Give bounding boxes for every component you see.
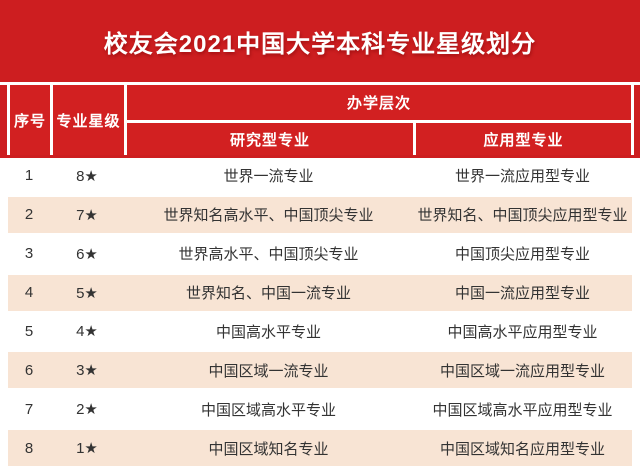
header-major-star-level: 专业星级 [53, 85, 124, 155]
cell-serial: 1 [24, 167, 34, 185]
cell-research-major: 中国高水平专业 [215, 323, 321, 341]
cell-applied-major: 世界知名、中国顶尖应用型专业 [417, 207, 628, 225]
cell-research-major: 中国区域知名专业 [208, 440, 329, 458]
cell-research-major: 世界知名、中国一流专业 [185, 285, 351, 303]
cell-serial: 8 [24, 439, 34, 457]
cell-research-major: 世界高水平、中国顶尖专业 [178, 246, 359, 264]
cell-research-major: 中国区域高水平专业 [200, 401, 336, 419]
cell-star-level: 2★ [76, 401, 98, 419]
cell-applied-major: 中国区域知名应用型专业 [439, 440, 605, 458]
table-row: 7 2★ 中国区域高水平专业 中国区域高水平应用型专业 [8, 391, 632, 427]
table-row: 1 8★ 世界一流专业 世界一流应用型专业 [8, 158, 632, 194]
cell-applied-major: 世界一流应用型专业 [454, 168, 590, 186]
cell-serial: 4 [24, 284, 34, 302]
cell-star-level: 7★ [76, 206, 98, 224]
table-row: 3 6★ 世界高水平、中国顶尖专业 中国顶尖应用型专业 [8, 236, 632, 272]
cell-serial: 3 [24, 245, 34, 263]
table-row: 8 1★ 中国区域知名专业 中国区域知名应用型专业 [8, 427, 632, 469]
title-bar: 校友会2021中国大学本科专业星级划分 [0, 0, 640, 85]
table-body: 1 8★ 世界一流专业 世界一流应用型专业 2 7★ 世界知名高水平、中国顶尖专… [8, 158, 632, 469]
table-row: 4 5★ 世界知名、中国一流专业 中国一流应用型专业 [8, 271, 632, 314]
cell-research-major: 世界知名高水平、中国顶尖专业 [163, 207, 374, 225]
cell-serial: 5 [24, 322, 34, 340]
cell-applied-major: 中国一流应用型专业 [454, 285, 590, 303]
table-row: 6 3★ 中国区域一流专业 中国区域一流应用型专业 [8, 349, 632, 392]
header-serial-number: 序号 [10, 85, 50, 155]
cell-applied-major: 中国顶尖应用型专业 [454, 246, 590, 264]
cell-serial: 7 [24, 400, 34, 418]
header-research-type-major: 研究型专业 [127, 123, 413, 155]
cell-serial: 6 [24, 361, 34, 379]
cell-star-level: 3★ [76, 362, 98, 380]
cell-star-level: 6★ [76, 245, 98, 263]
table-row: 5 4★ 中国高水平专业 中国高水平应用型专业 [8, 314, 632, 350]
cell-serial: 2 [24, 206, 34, 224]
table-row: 2 7★ 世界知名高水平、中国顶尖专业 世界知名、中国顶尖应用型专业 [8, 193, 632, 236]
cell-star-level: 8★ [76, 167, 98, 185]
cell-applied-major: 中国区域一流应用型专业 [439, 362, 605, 380]
header-education-level-group: 办学层次 [127, 85, 631, 120]
table-header: 序号 专业星级 办学层次 研究型专业 应用型专业 [7, 85, 634, 155]
cell-applied-major: 中国高水平应用型专业 [447, 323, 598, 341]
cell-applied-major: 中国区域高水平应用型专业 [432, 401, 613, 419]
red-background-band: 校友会2021中国大学本科专业星级划分 序号 专业星级 办学层次 研究型专业 应… [0, 0, 640, 158]
cell-star-level: 4★ [76, 323, 98, 341]
cell-research-major: 中国区域一流专业 [208, 362, 329, 380]
cell-star-level: 1★ [76, 440, 98, 458]
cell-star-level: 5★ [76, 284, 98, 302]
cell-research-major: 世界一流专业 [223, 168, 314, 186]
header-applied-type-major: 应用型专业 [416, 123, 631, 155]
page-title: 校友会2021中国大学本科专业星级划分 [103, 30, 537, 58]
